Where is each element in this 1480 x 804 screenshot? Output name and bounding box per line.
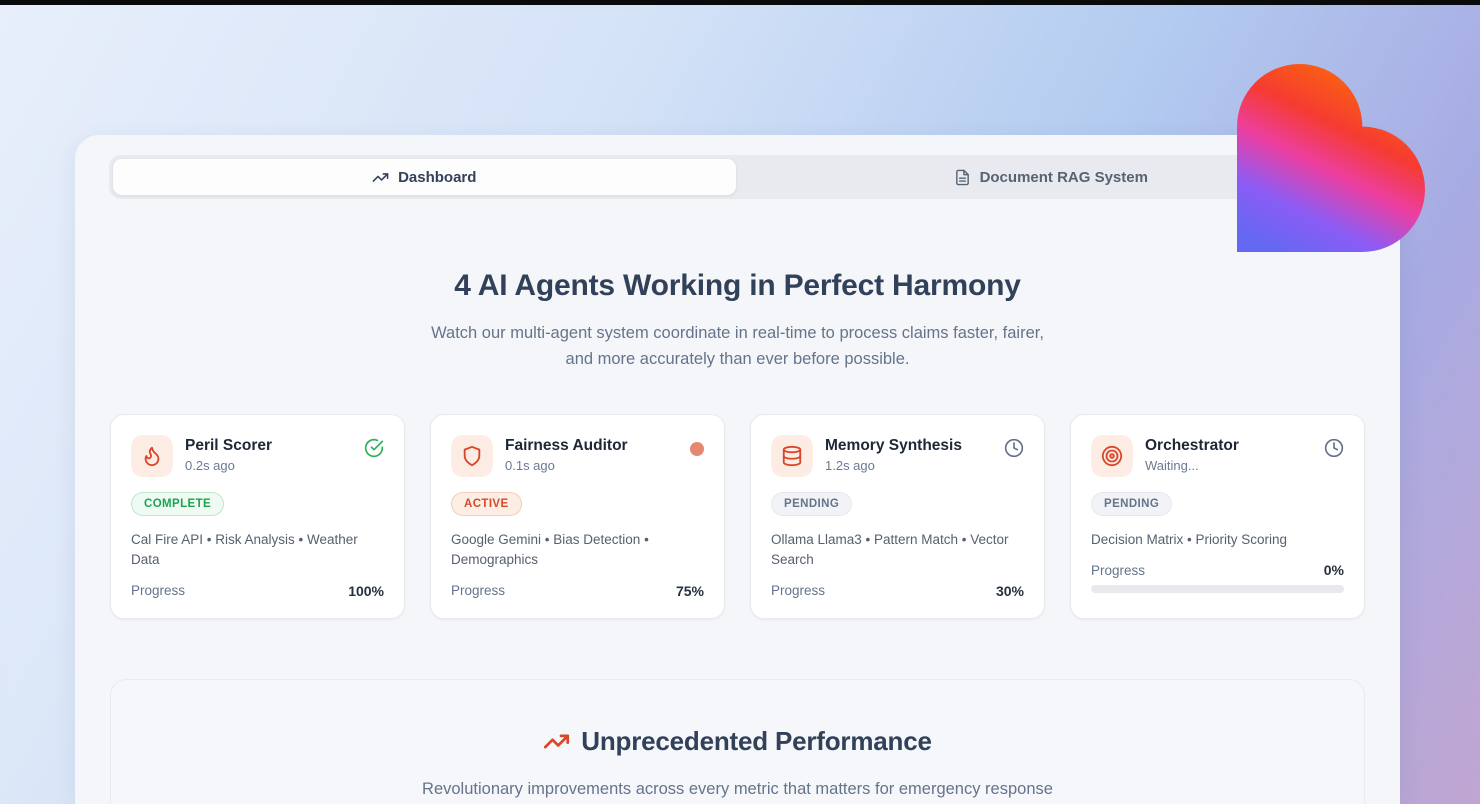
- status-badge: PENDING: [1091, 492, 1173, 517]
- agent-tags: Google Gemini • Bias Detection • Demogra…: [451, 532, 649, 568]
- performance-subtitle: Revolutionary improvements across every …: [422, 780, 1053, 799]
- progress-percent: 30%: [995, 582, 1024, 599]
- agent-name: Orchestrator: [1145, 437, 1239, 455]
- performance-title: Unprecedented Performance: [581, 726, 932, 757]
- trending-up-icon: [372, 172, 389, 182]
- agent-time: 1.2s ago: [825, 458, 875, 474]
- tab-document-rag-label: Document RAG System: [979, 168, 1148, 186]
- agents-hero: 4 AI Agents Working in Perfect Harmony W…: [75, 269, 1400, 372]
- agent-name: Memory Synthesis: [825, 437, 962, 455]
- progress-bar: [1091, 585, 1344, 594]
- target-icon: [1091, 435, 1133, 478]
- status-badge: ACTIVE: [451, 492, 522, 517]
- trending-up-icon: [544, 734, 570, 749]
- performance-section: Unprecedented Performance Revolutionary …: [110, 679, 1365, 804]
- pulse-dot-icon: [690, 435, 704, 457]
- agent-card-fairness-auditor: Fairness Auditor 0.1s ago ACTIVE Google …: [430, 414, 725, 620]
- tab-bar: Dashboard Document RAG System: [109, 155, 1366, 199]
- tab-document-rag[interactable]: Document RAG System: [740, 159, 1363, 195]
- clock-icon: [1004, 435, 1024, 463]
- agent-tags: Ollama Llama3 • Pattern Match • Vector S…: [771, 532, 1009, 568]
- progress-label: Progress: [451, 583, 506, 599]
- status-badge: COMPLETE: [131, 492, 225, 517]
- file-text-icon: [955, 169, 969, 185]
- agents-title: 4 AI Agents Working in Perfect Harmony: [454, 269, 1021, 302]
- heart-logo-icon: [1237, 64, 1425, 252]
- main-panel: Dashboard Document RAG System 4 AI Agent…: [75, 135, 1400, 804]
- agent-card-peril-scorer: Peril Scorer 0.2s ago COMPLETE Cal Fire …: [110, 414, 405, 620]
- agent-card-orchestrator: Orchestrator Waiting... PENDING Decision…: [1070, 414, 1365, 620]
- agents-subtitle: Watch our multi-agent system coordinate …: [431, 324, 1044, 368]
- progress-label: Progress: [131, 583, 186, 599]
- progress-percent: 100%: [348, 582, 384, 599]
- agent-tags: Decision Matrix • Priority Scoring: [1091, 532, 1288, 548]
- agent-time: 0.1s ago: [505, 458, 555, 474]
- tab-dashboard[interactable]: Dashboard: [113, 159, 736, 195]
- progress-percent: 0%: [1323, 562, 1344, 579]
- agent-name: Peril Scorer: [185, 437, 273, 455]
- agent-cards-row: Peril Scorer 0.2s ago COMPLETE Cal Fire …: [110, 414, 1365, 620]
- status-badge: PENDING: [771, 492, 853, 517]
- database-icon: [771, 435, 813, 478]
- shield-icon: [451, 435, 493, 478]
- agent-time: Waiting...: [1145, 458, 1199, 474]
- top-accent-bar: [0, 0, 1480, 5]
- tab-dashboard-label: Dashboard: [398, 168, 477, 186]
- progress-label: Progress: [771, 583, 826, 599]
- flame-icon: [131, 435, 173, 478]
- agent-card-memory-synthesis: Memory Synthesis 1.2s ago PENDING Ollama…: [750, 414, 1045, 620]
- agent-tags: Cal Fire API • Risk Analysis • Weather D…: [131, 532, 358, 568]
- clock-icon: [1324, 435, 1344, 463]
- agent-time: 0.2s ago: [185, 458, 235, 474]
- check-circle-icon: [364, 435, 384, 463]
- agent-name: Fairness Auditor: [505, 437, 628, 455]
- progress-label: Progress: [1091, 562, 1146, 578]
- progress-percent: 75%: [675, 582, 704, 599]
